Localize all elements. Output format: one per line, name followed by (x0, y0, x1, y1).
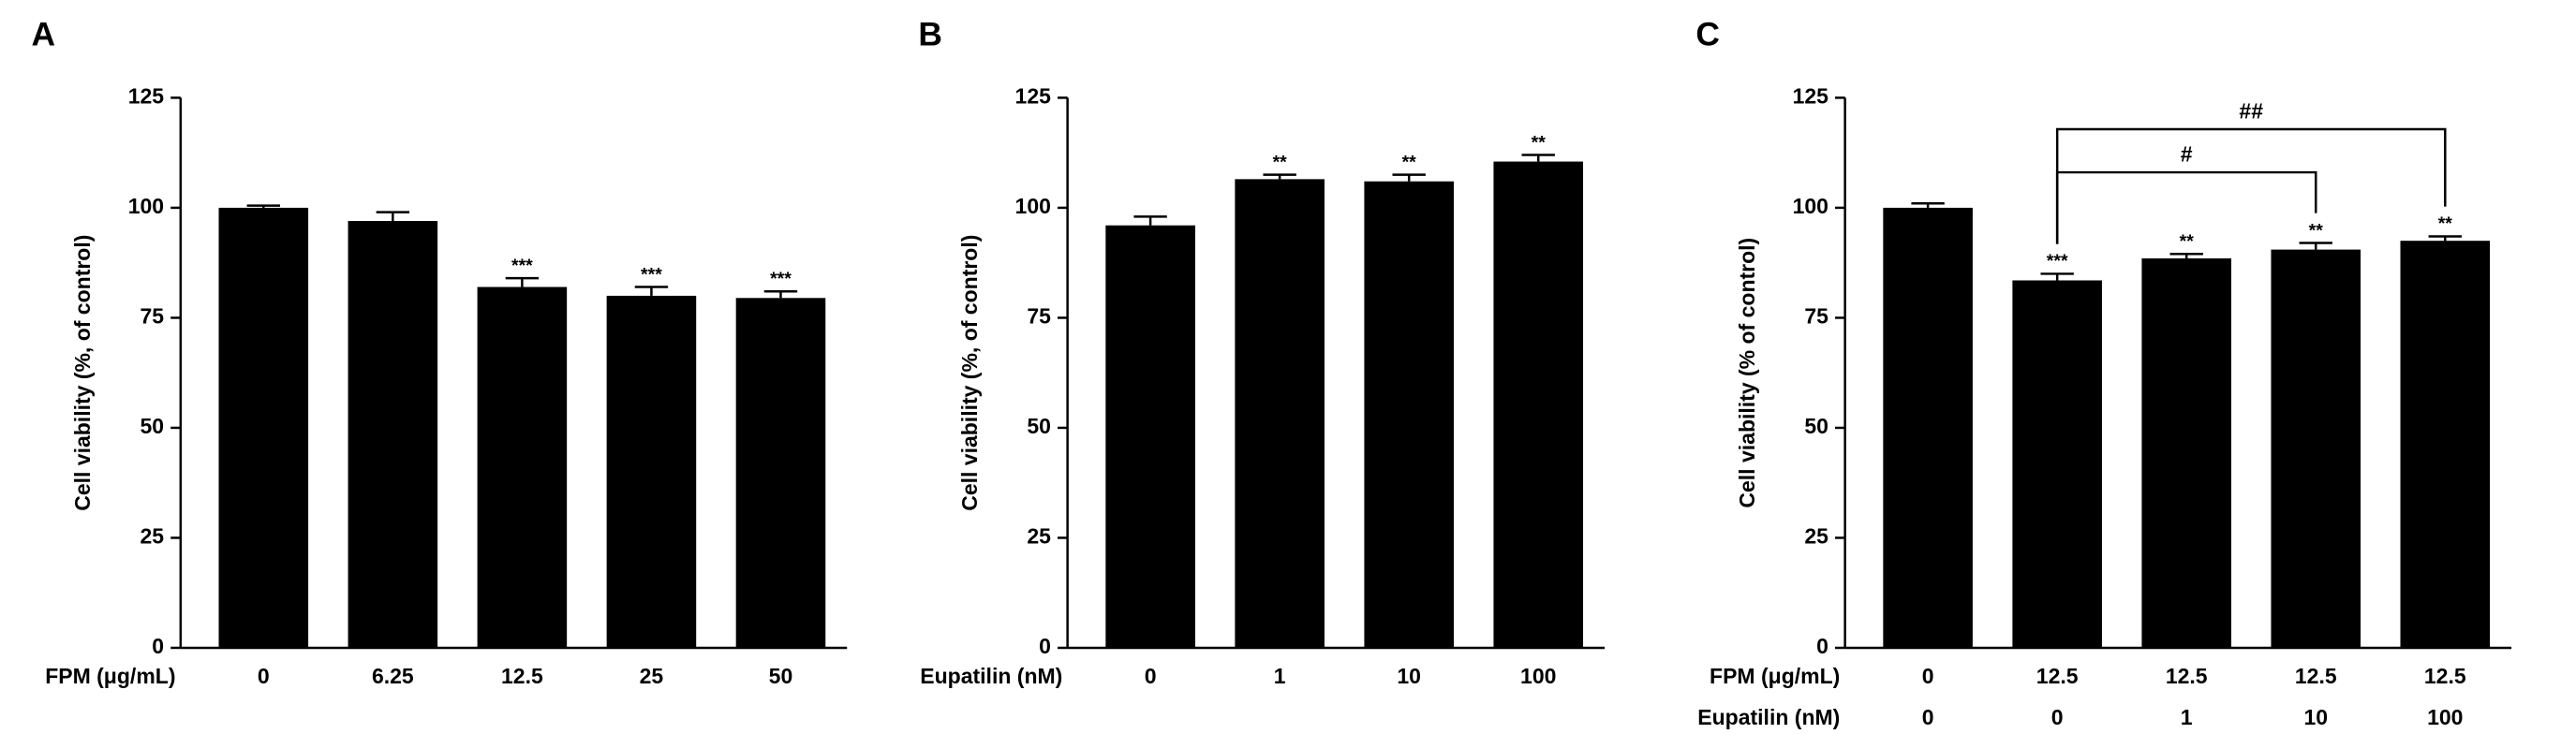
x-tick-label: 0 (1922, 705, 1934, 729)
x-tick-label: 10 (1397, 664, 1421, 688)
bar (2012, 280, 2102, 648)
x-row-label: FPM (μg/mL) (45, 664, 175, 688)
y-tick-label: 125 (1793, 83, 1829, 108)
significance-bracket (2055, 127, 2447, 244)
x-tick-label: 12.5 (2166, 664, 2208, 688)
y-tick-label: 25 (1027, 524, 1051, 549)
y-tick-label: 125 (1015, 83, 1052, 108)
significance-label: *** (2047, 251, 2068, 272)
y-tick-label: 25 (141, 524, 165, 549)
x-tick-label: 12.5 (2424, 664, 2466, 688)
y-tick-label: 0 (1816, 634, 1828, 658)
x-tick-label: 12.5 (2295, 664, 2337, 688)
panel-label: C (1695, 16, 1720, 52)
y-axis-label: Cell viability (%, of control) (957, 235, 982, 511)
x-tick-label: 1 (1274, 664, 1286, 688)
x-tick-label: 10 (2303, 705, 2328, 729)
bar (606, 295, 697, 648)
x-row-label: FPM (μg/mL) (1710, 664, 1840, 688)
bracket-label: # (2181, 141, 2193, 166)
y-tick-label: 75 (1027, 304, 1051, 329)
significance-label: ** (2180, 231, 2195, 252)
bar (2141, 257, 2231, 648)
y-tick-label: 100 (128, 194, 164, 218)
y-tick-label: 75 (1804, 304, 1828, 329)
x-tick-label: 6.25 (372, 664, 414, 688)
y-tick-label: 0 (1039, 634, 1051, 658)
panel-label: B (918, 16, 942, 52)
x-tick-label: 0 (2051, 705, 2064, 729)
bar (735, 298, 826, 648)
x-tick-label: 25 (640, 664, 664, 688)
y-tick-label: 125 (128, 83, 165, 108)
x-tick-label: 0 (258, 664, 270, 688)
significance-label: ** (1402, 152, 1417, 172)
y-tick-label: 50 (1804, 414, 1828, 438)
bar (1235, 179, 1325, 648)
significance-label: *** (770, 269, 792, 289)
bar (2271, 249, 2361, 648)
y-tick-label: 25 (1804, 524, 1828, 549)
x-tick-label: 0 (1145, 664, 1157, 688)
significance-label: *** (511, 256, 533, 276)
significance-label: ** (1273, 152, 1288, 172)
y-tick-label: 100 (1793, 194, 1828, 218)
significance-label: ** (1532, 132, 1547, 153)
x-tick-label: 50 (769, 664, 793, 688)
bar (1493, 161, 1584, 648)
y-tick-label: 100 (1015, 194, 1051, 218)
y-tick-label: 0 (152, 634, 164, 658)
x-row-label: Eupatilin (nM) (1697, 705, 1840, 729)
bar (348, 221, 438, 648)
bracket-label: ## (2239, 98, 2263, 123)
x-tick-label: 12.5 (501, 664, 543, 688)
y-axis-label: Cell viability (%, of control) (70, 235, 95, 511)
bar (2400, 241, 2491, 648)
y-axis-label: Cell viability (% of control) (1735, 238, 1759, 508)
x-tick-label: 12.5 (2036, 664, 2079, 688)
bar (218, 207, 309, 648)
bar (1105, 225, 1195, 648)
significance-label: ** (2438, 213, 2453, 234)
bar (477, 286, 568, 648)
panel-label: A (32, 16, 56, 52)
y-tick-label: 50 (141, 414, 165, 438)
x-tick-label: 1 (2181, 705, 2193, 729)
x-row-label: Eupatilin (nM) (920, 664, 1062, 688)
significance-label: *** (641, 264, 662, 285)
significance-label: ** (2309, 220, 2324, 241)
y-tick-label: 50 (1027, 414, 1051, 438)
y-tick-label: 75 (141, 304, 165, 329)
x-tick-label: 0 (1922, 664, 1934, 688)
bar (1364, 181, 1454, 648)
x-tick-label: 100 (2427, 705, 2463, 729)
bar (1883, 207, 1973, 648)
x-tick-label: 100 (1520, 664, 1556, 688)
